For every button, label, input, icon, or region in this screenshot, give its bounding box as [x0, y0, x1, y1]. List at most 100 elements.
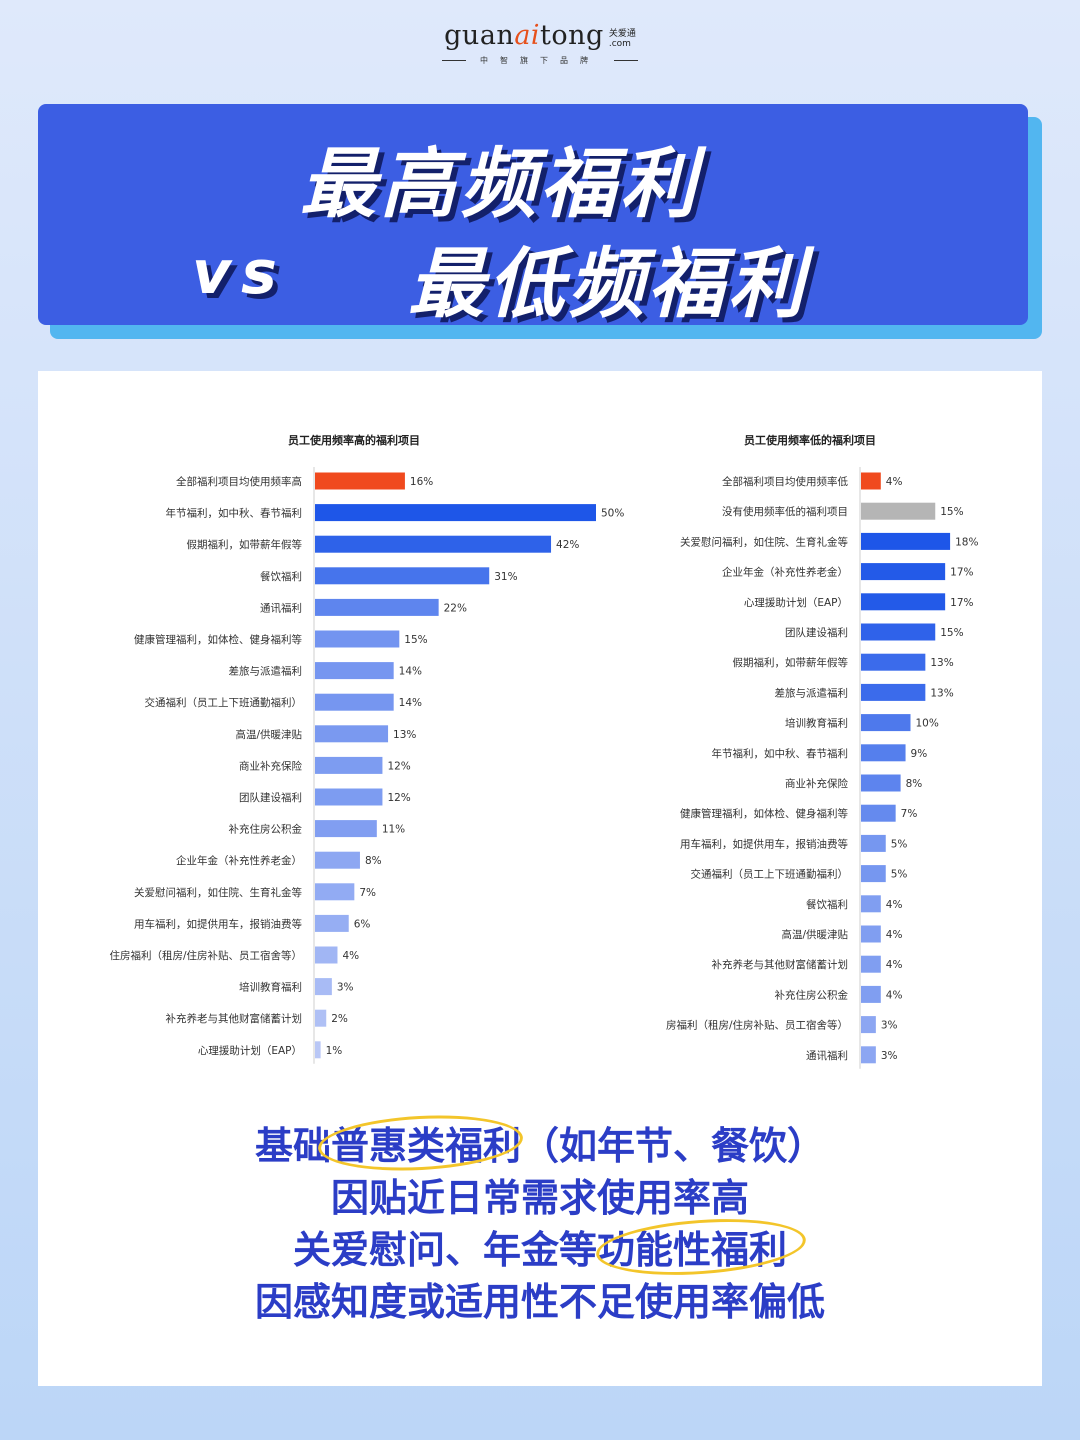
chart1-bar: [315, 725, 389, 743]
chart1-bar: [315, 598, 439, 616]
chart1-category-label: 通讯福利: [260, 601, 302, 614]
chart2-bar: [861, 563, 946, 581]
chart1-category-label: 团队建设福利: [239, 791, 302, 804]
chart2-category-label: 心理援助计划（EAP）: [744, 596, 848, 609]
chart1-value-label: 11%: [382, 824, 405, 836]
chart2-bar: [861, 804, 896, 822]
chart1-value-label: 13%: [393, 729, 416, 741]
chart1-category-label: 培训教育福利: [239, 981, 302, 994]
chart1-category-label: 健康管理福利，如体检、健身福利等: [134, 633, 302, 646]
chart-card: 员工使用频率高的福利项目 全部福利项目均使用频率高 16% 年节福利，如中秋、春节福利…: [38, 371, 1042, 1386]
summary-line-1: 基础普惠类福利（如年节、餐饮）: [254, 1124, 825, 1168]
chart1-value-label: 12%: [387, 760, 410, 772]
chart1-bar: [315, 630, 400, 648]
chart1-value-label: 16%: [410, 476, 433, 488]
chart2-value-label: 4%: [886, 899, 903, 911]
chart2-value-label: 13%: [930, 687, 953, 699]
chart1-title: 员工使用频率高的福利项目: [288, 433, 420, 447]
chart2-value-label: 4%: [886, 476, 903, 488]
chart2-value-label: 9%: [911, 748, 928, 760]
chart1-category-label: 交通福利（员工上下班通勤福利）: [145, 696, 303, 709]
chart1-bar: [315, 883, 355, 901]
chart1-value-label: 3%: [337, 982, 354, 994]
summary-line-3: 关爱慰问、年金等功能性福利: [292, 1228, 787, 1272]
chart2-bar: [861, 653, 926, 671]
chart2-category-label: 用车福利，如提供用车，报销油费等: [680, 837, 848, 850]
logo-com: .com: [608, 38, 631, 49]
chart2-value-label: 13%: [930, 657, 953, 669]
chart2-bar: [861, 502, 936, 520]
chart2-value-label: 5%: [891, 838, 908, 850]
chart1-bar: [315, 535, 552, 553]
title-banner: [38, 104, 1028, 325]
chart1-bar: [315, 851, 360, 869]
chart1-bar: [315, 978, 332, 996]
chart1-bar: [315, 914, 349, 932]
chart1-category-label: 高温/供暖津贴: [235, 728, 302, 741]
chart1-category-label: 假期福利，如带薪年假等: [187, 538, 303, 551]
chart2-value-label: 4%: [886, 989, 903, 1001]
chart2-value-label: 4%: [886, 929, 903, 941]
chart2-category-label: 没有使用频率低的福利项目: [722, 505, 848, 518]
title-line-2: 最低频福利: [408, 239, 808, 328]
summary-text: 基础普惠类福利（如年节、餐饮） 因贴近日常需求使用率高 关爱慰问、年金等功能性福…: [0, 1120, 1080, 1328]
chart2-bar: [861, 834, 886, 852]
chart1-bar: [315, 788, 383, 806]
chart2-bar: [861, 683, 926, 701]
chart1-value-label: 12%: [387, 792, 410, 804]
chart2-bar: [861, 865, 886, 883]
chart1-value-label: 14%: [399, 697, 422, 709]
chart1-value-label: 14%: [399, 666, 422, 678]
chart1-value-label: 42%: [556, 539, 579, 551]
chart1-bar: [315, 662, 394, 680]
chart1-value-label: 15%: [404, 634, 427, 646]
chart2-value-label: 8%: [906, 778, 923, 790]
chart2-value-label: 3%: [881, 1020, 898, 1032]
chart1-bar: [315, 1009, 327, 1027]
chart2-category-label: 交通福利（员工上下班通勤福利）: [691, 868, 849, 881]
chart2-value-label: 10%: [916, 718, 939, 730]
chart2-value-label: 17%: [950, 597, 973, 609]
chart2-category-label: 补充养老与其他财富储蓄计划: [712, 958, 849, 971]
chart2-category-label: 健康管理福利，如体检、健身福利等: [680, 807, 848, 820]
title-vs: vs: [192, 238, 287, 308]
chart1-category-label: 企业年金（补充性养老金）: [176, 854, 302, 867]
chart1-category-label: 用车福利，如提供用车，报销油费等: [134, 917, 302, 930]
title-line-1: 最高频福利: [300, 139, 700, 228]
logo-wordmark: guanaitong: [444, 20, 604, 51]
summary-line-2: 因贴近日常需求使用率高: [330, 1176, 749, 1220]
chart1-category-label: 年节福利，如中秋、春节福利: [166, 507, 303, 520]
chart2-category-label: 团队建设福利: [785, 626, 848, 639]
chart1-category-label: 住房福利（租房/住房补贴、员工宿舍等）: [109, 949, 302, 962]
chart2-bar: [861, 714, 911, 732]
chart2-category-label: 餐饮福利: [806, 898, 848, 911]
chart1-value-label: 7%: [359, 887, 376, 899]
chart2-bar: [861, 472, 881, 490]
chart2-value-label: 17%: [950, 567, 973, 579]
logo-subtitle: 中智旗下品牌: [480, 56, 600, 65]
chart1-value-label: 4%: [342, 950, 359, 962]
chart2-title: 员工使用频率低的福利项目: [744, 433, 876, 447]
chart2-bar: [861, 895, 881, 913]
chart2-bar: [861, 1046, 876, 1064]
chart2-category-label: 高温/供暖津贴: [781, 928, 848, 941]
chart2-bar: [861, 593, 946, 611]
chart1-category-label: 补充住房公积金: [229, 823, 303, 836]
chart2-bar: [861, 623, 936, 641]
chart2-value-label: 4%: [886, 959, 903, 971]
chart1-value-label: 1%: [326, 1045, 343, 1057]
chart2-value-label: 18%: [955, 536, 978, 548]
chart1-value-label: 2%: [331, 1013, 348, 1025]
chart2-category-label: 培训教育福利: [785, 717, 848, 730]
chart1-bar: [315, 1041, 321, 1059]
chart1-value-label: 22%: [444, 602, 467, 614]
chart2-bar: [861, 744, 906, 762]
chart1-bar: [315, 567, 490, 585]
chart2-bar: [861, 925, 881, 943]
chart2-bar: [861, 955, 881, 973]
chart1-category-label: 心理援助计划（EAP）: [198, 1044, 302, 1057]
summary-line-4: 因感知度或适用性不足使用率偏低: [254, 1280, 825, 1324]
chart1-bar: [315, 946, 338, 964]
chart2-bar: [861, 532, 951, 550]
